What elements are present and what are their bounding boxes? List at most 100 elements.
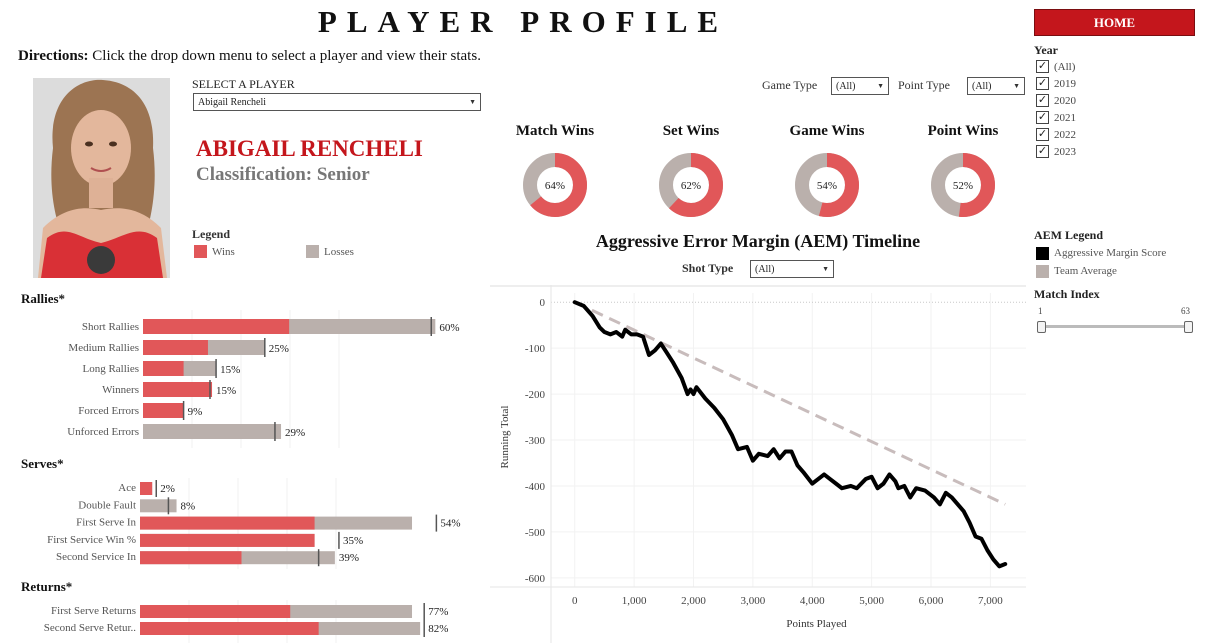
stat-bar-win [143,403,184,418]
stat-bar-value: 82% [428,623,448,635]
team-average-line [574,300,1006,506]
aem-score-swatch [1036,247,1049,260]
stat-bar-row: Medium Rallies 25% [68,338,289,357]
directions-label: Directions: [18,48,89,64]
y-tick-label: -300 [525,435,546,447]
donut-value-label: 52% [953,180,973,192]
stat-bar-value: 9% [188,406,203,418]
select-player-label: SELECT A PLAYER [192,77,295,91]
donut-win-arc [931,153,995,217]
year-option[interactable]: ✓ (All) [1036,60,1075,73]
stat-bar-label: First Serve In [76,517,136,529]
stat-bar-charts: Short Rallies 60% Medium Rallies 25% Long Ra… [44,310,461,643]
shot-type-value: (All) [755,263,775,275]
stat-bar-win [143,340,208,355]
match-index-slider-track[interactable] [1042,325,1188,328]
y-tick-label: -500 [525,527,546,539]
year-option[interactable]: ✓ 2021 [1036,111,1076,124]
y-tick-label: 0 [540,297,546,309]
checkbox-icon[interactable]: ✓ [1036,111,1049,124]
x-tick-label: 2,000 [681,595,706,607]
stat-bar-win [143,382,213,397]
aem-score-legend-label: Aggressive Margin Score [1054,247,1167,259]
stat-bar-win [140,482,153,495]
year-option[interactable]: ✓ 2020 [1036,94,1076,107]
y-tick-label: -200 [525,389,546,401]
stat-bar-label: Medium Rallies [68,342,139,354]
stat-bar-win [140,605,291,618]
stat-bar-label: Short Rallies [82,321,139,333]
point-type-label: Point Type [898,78,950,92]
stat-bar-loss [140,499,177,513]
stat-bar-value: 54% [440,518,460,530]
year-option-label: 2019 [1054,77,1076,90]
wins-swatch [194,245,207,258]
player-photo [33,78,170,278]
checkbox-icon[interactable]: ✓ [1036,94,1049,107]
donut-chart: 54% [795,153,859,217]
stat-bar-label: Ace [118,482,136,494]
directions-body: Click the drop down menu to select a pla… [88,48,481,64]
stat-bar-value: 15% [220,364,240,376]
x-tick-label: 3,000 [741,595,766,607]
stat-bar-value: 2% [160,483,175,495]
year-option[interactable]: ✓ 2019 [1036,77,1076,90]
x-tick-label: 4,000 [800,595,825,607]
y-axis-title: Running Total [499,406,511,469]
year-option[interactable]: ✓ 2023 [1036,145,1076,158]
home-button[interactable]: HOME [1034,9,1195,36]
year-filter-title: Year [1034,43,1058,57]
stat-bar-label: Second Service In [56,551,137,563]
y-tick-label: -600 [525,573,546,585]
stat-bar-row: Short Rallies 60% [82,317,459,336]
stat-bar-row: Winners 15% [102,380,236,399]
donut-value-label: 62% [681,180,701,192]
point-type-dropdown[interactable]: (All) ▼ [967,77,1025,95]
match-index-max-handle[interactable] [1184,321,1193,333]
donut-win-arc [795,153,859,217]
stat-bar-win [143,319,290,334]
wins-legend-label: Wins [212,246,235,258]
checkbox-icon[interactable]: ✓ [1036,60,1049,73]
shot-type-dropdown[interactable]: (All) ▼ [750,260,834,278]
checkbox-icon[interactable]: ✓ [1036,145,1049,158]
player-select-dropdown[interactable]: Abigail Rencheli ▼ [193,93,481,111]
stat-bar-value: 15% [216,385,236,397]
x-tick-label: 6,000 [919,595,944,607]
chevron-down-icon: ▼ [822,265,829,273]
stat-bar-row: Ace 2% [118,480,175,497]
x-axis-title: Points Played [786,618,847,630]
shot-type-label: Shot Type [682,261,734,275]
checkbox-icon[interactable]: ✓ [1036,77,1049,90]
chart-background [490,285,1026,643]
match-index-min: 1 [1038,306,1043,316]
stat-bar-row: Second Serve Retur.. 82% [44,620,448,637]
donut-value-label: 54% [817,180,837,192]
player-classification: Classification: Senior [196,164,370,185]
donut-win-arc [659,153,723,217]
y-tick-label: -100 [525,343,546,355]
win-donut-charts: 64% 62% 54% 52% [523,153,995,217]
checkbox-icon[interactable]: ✓ [1036,128,1049,141]
stat-bar-win [140,622,319,635]
chevron-down-icon: ▼ [469,98,476,106]
stat-bar-row: Double Fault 8% [78,497,195,515]
stat-bar-row: Unforced Errors 29% [67,422,305,441]
point-type-value: (All) [972,80,992,92]
year-option-label: 2023 [1054,145,1076,158]
stat-bar-value: 39% [339,552,359,564]
donut-win-arc [523,153,587,217]
year-option[interactable]: ✓ 2022 [1036,128,1076,141]
stat-bar-value: 60% [439,322,459,334]
year-option-label: 2022 [1054,128,1076,141]
stat-bar-value: 29% [285,427,305,439]
stat-bar-label: First Serve Returns [51,605,136,617]
game-type-dropdown[interactable]: (All) ▼ [831,77,889,95]
player-select-value: Abigail Rencheli [198,96,267,108]
stat-bar-value: 35% [343,535,363,547]
year-option-label: (All) [1054,60,1076,73]
rallies-section-title: Rallies* [21,291,66,306]
point-wins-title: Point Wins [927,123,999,139]
match-index-min-handle[interactable] [1037,321,1046,333]
player-name: ABIGAIL RENCHELI [196,136,423,161]
